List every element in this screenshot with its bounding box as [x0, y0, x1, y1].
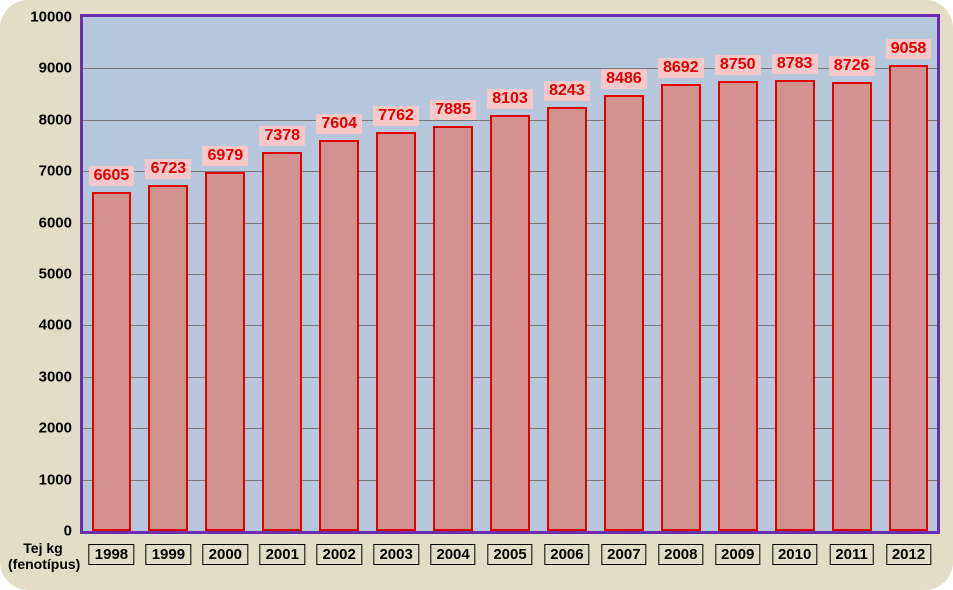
- bar: [92, 192, 132, 531]
- y-tick-label: 4000: [0, 317, 80, 334]
- y-tick-label: 3000: [0, 368, 80, 385]
- bar: [148, 185, 188, 531]
- x-axis-title: Tej kg(fenotípus): [8, 540, 78, 572]
- bar-value-label: 8486: [601, 69, 647, 89]
- plot-area: 6605 6723 6979 7378 7604 7762 7885 8103 8243 8486…: [83, 17, 937, 531]
- y-tick-label: 10000: [0, 9, 80, 26]
- chart-frame: 6605 6723 6979 7378 7604 7762 7885 8103 8243 8486…: [80, 14, 940, 534]
- x-axis-title-line: Tej kg: [8, 540, 78, 556]
- x-tick-label: 1998: [89, 538, 134, 565]
- y-tick-label: 5000: [0, 266, 80, 283]
- y-tick-label: 7000: [0, 163, 80, 180]
- bar: [889, 65, 929, 531]
- x-tick-label: 1999: [146, 538, 191, 565]
- bar-value-label: 8783: [772, 54, 818, 74]
- x-tick-label: 2000: [203, 538, 248, 565]
- bar-value-label: 6723: [145, 159, 191, 179]
- x-tick-label: 2009: [715, 538, 760, 565]
- bar: [490, 115, 530, 531]
- y-tick-label: 8000: [0, 111, 80, 128]
- y-tick-label: 0: [0, 523, 80, 540]
- bar-value-label: 9058: [886, 39, 932, 59]
- bar: [718, 81, 758, 531]
- x-tick-label: 2007: [601, 538, 646, 565]
- bar-value-label: 7885: [430, 100, 476, 120]
- bar-value-label: 6979: [202, 146, 248, 166]
- bar: [832, 82, 872, 531]
- bar: [775, 80, 815, 531]
- bar: [433, 126, 473, 531]
- y-tick-label: 1000: [0, 471, 80, 488]
- x-tick-label: 2001: [260, 538, 305, 565]
- x-tick-label: 2012: [886, 538, 931, 565]
- x-tick-label: 2010: [772, 538, 817, 565]
- bar: [319, 140, 359, 531]
- y-tick-label: 9000: [0, 60, 80, 77]
- bar: [376, 132, 416, 531]
- x-tick-label: 2003: [373, 538, 418, 565]
- x-tick-label: 2004: [430, 538, 475, 565]
- y-tick-label: 2000: [0, 420, 80, 437]
- x-tick-label: 2008: [658, 538, 703, 565]
- x-tick-label: 2005: [487, 538, 532, 565]
- bar-value-label: 8103: [487, 89, 533, 109]
- bar-value-label: 8692: [658, 58, 704, 78]
- bar-value-label: 8243: [544, 81, 590, 101]
- bar-value-label: 7378: [259, 126, 305, 146]
- chart-outer: 6605 6723 6979 7378 7604 7762 7885 8103 8243 8486…: [0, 0, 953, 590]
- bar: [547, 107, 587, 531]
- x-tick-label: 2002: [317, 538, 362, 565]
- bar: [604, 95, 644, 531]
- y-tick-label: 6000: [0, 214, 80, 231]
- bar: [205, 172, 245, 531]
- x-tick-label: 2006: [544, 538, 589, 565]
- x-tick-label: 2011: [829, 538, 874, 565]
- bar-value-label: 6605: [89, 166, 135, 186]
- bar-value-label: 8726: [829, 56, 875, 76]
- bar-value-label: 7604: [316, 114, 362, 134]
- bar-value-label: 7762: [373, 106, 419, 126]
- bar: [661, 84, 701, 531]
- x-axis-title-line: (fenotípus): [8, 556, 78, 572]
- bar: [262, 152, 302, 531]
- bar-value-label: 8750: [715, 55, 761, 75]
